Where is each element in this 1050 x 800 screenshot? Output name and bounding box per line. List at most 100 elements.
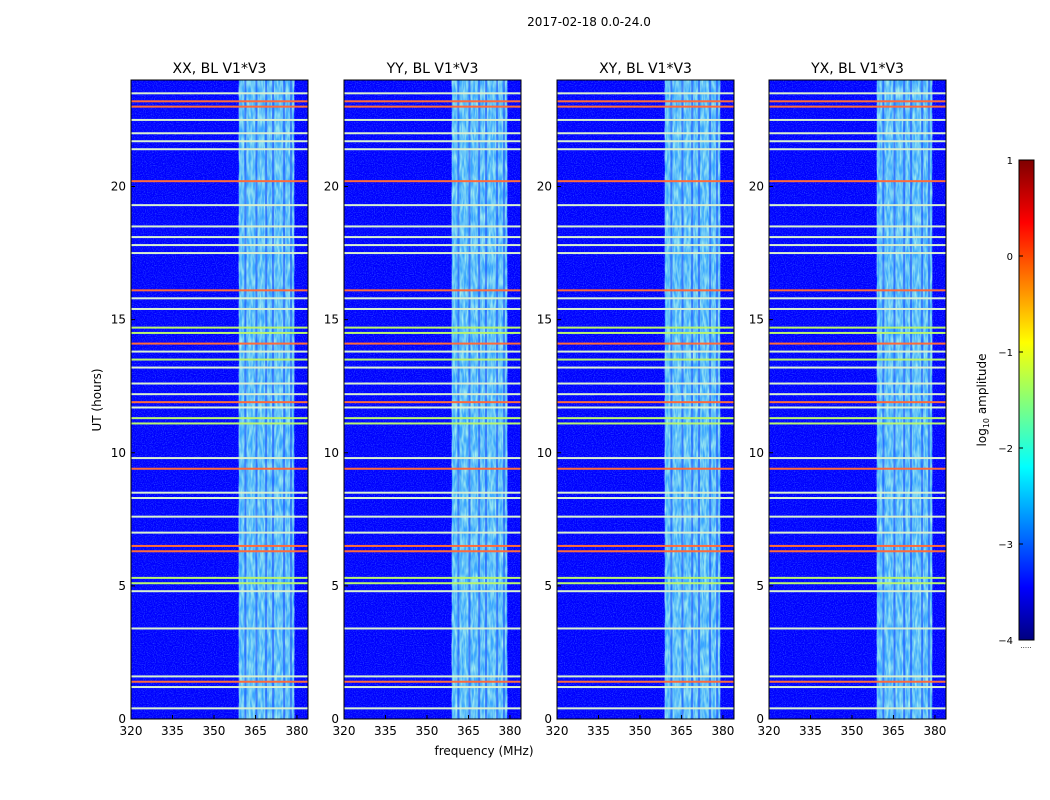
rfi-line	[131, 515, 308, 518]
rfi-line	[344, 467, 521, 470]
rfi-line	[769, 350, 946, 353]
x-tick-label: 335	[161, 724, 184, 738]
rfi-line	[344, 105, 521, 108]
rfi-band-gap	[709, 80, 712, 719]
rfi-line	[769, 326, 946, 329]
axes-frame	[768, 79, 947, 720]
colorbar-label: log10 amplitude	[975, 354, 991, 447]
y-tick-label: 15	[537, 313, 552, 327]
rfi-line	[344, 148, 521, 151]
rfi-line	[131, 92, 308, 95]
rfi-line	[131, 244, 308, 247]
y-tick-label: 20	[324, 180, 339, 194]
rfi-line	[344, 531, 521, 534]
rfi-line	[769, 406, 946, 409]
rfi-line	[344, 289, 521, 292]
rfi-line	[769, 132, 946, 135]
rfi-line	[131, 225, 308, 228]
rfi-line	[557, 289, 734, 292]
rfi-line	[131, 180, 308, 183]
rfi-line	[557, 497, 734, 500]
rfi-line	[131, 491, 308, 494]
rfi-line	[557, 252, 734, 255]
rfi-line	[131, 382, 308, 385]
rfi-line	[131, 627, 308, 630]
rfi-line	[344, 515, 521, 518]
rfi-band-gap	[691, 80, 694, 719]
rfi-line	[344, 590, 521, 593]
rfi-line	[344, 576, 521, 579]
x-tick-label: 320	[120, 724, 143, 738]
rfi-line	[557, 180, 734, 183]
rfi-line	[344, 457, 521, 460]
x-tick-label: 350	[203, 724, 226, 738]
rfi-line	[344, 358, 521, 361]
rfi-line	[769, 497, 946, 500]
rfi-line	[557, 576, 734, 579]
rfi-line	[557, 204, 734, 207]
rfi-line	[557, 350, 734, 353]
rfi-line	[131, 576, 308, 579]
y-tick-label: 0	[544, 712, 552, 726]
rfi-line	[131, 366, 308, 369]
rfi-line	[344, 326, 521, 329]
rfi-line	[131, 326, 308, 329]
rfi-line	[344, 132, 521, 135]
panel-title: YY, BL V1*V3	[386, 61, 479, 77]
rfi-line	[769, 550, 946, 553]
x-tick-label: 380	[711, 724, 734, 738]
rfi-line	[344, 497, 521, 500]
rfi-line	[131, 118, 308, 121]
colorbar-tick-label: −3	[998, 540, 1013, 551]
rfi-line	[131, 342, 308, 345]
y-tick-label: 5	[331, 579, 339, 593]
rfi-line	[131, 401, 308, 404]
rfi-line	[557, 457, 734, 460]
rfi-line	[131, 350, 308, 353]
rfi-line	[769, 252, 946, 255]
rfi-line	[344, 366, 521, 369]
rfi-line	[131, 297, 308, 300]
y-tick-label: 5	[756, 579, 764, 593]
rfi-band-gap	[670, 80, 673, 719]
rfi-line	[344, 417, 521, 420]
rfi-line	[769, 118, 946, 121]
rfi-line	[344, 342, 521, 345]
rfi-line	[344, 252, 521, 255]
rfi-line	[557, 148, 734, 151]
y-tick-label: 10	[324, 446, 339, 460]
rfi-line	[769, 544, 946, 547]
rfi-line	[344, 118, 521, 121]
rfi-line	[557, 680, 734, 683]
rfi-line	[344, 180, 521, 183]
y-tick-label: 15	[749, 313, 764, 327]
panel-title: XX, BL V1*V3	[173, 61, 267, 77]
y-tick-label: 20	[111, 180, 126, 194]
rfi-line	[769, 417, 946, 420]
rfi-band-gap	[496, 80, 499, 719]
rfi-band-gap	[882, 80, 885, 719]
rfi-line	[557, 132, 734, 135]
rfi-line	[344, 680, 521, 683]
rfi-line	[769, 180, 946, 183]
rfi-line	[557, 358, 734, 361]
rfi-band-gap	[910, 80, 913, 719]
rfi-line	[131, 331, 308, 334]
colorbar-gradient	[1018, 159, 1035, 641]
colorbar-tick-label: −1	[998, 348, 1013, 359]
rfi-line	[344, 92, 521, 95]
rfi-line	[131, 457, 308, 460]
y-tick-label: 5	[544, 579, 552, 593]
rfi-line	[344, 393, 521, 396]
rfi-line	[769, 531, 946, 534]
rfi-line	[557, 331, 734, 334]
rfi-line	[131, 680, 308, 683]
panel-0: XX, BL V1*V3 320 335 350 365 380 0 5 10 15 20	[111, 61, 309, 738]
rfi-line	[557, 92, 734, 95]
rfi-line	[131, 252, 308, 255]
rfi-line	[769, 204, 946, 207]
rfi-line	[769, 358, 946, 361]
axes-frame	[130, 79, 309, 720]
rfi-band-gap	[283, 80, 286, 719]
rfi-line	[769, 401, 946, 404]
